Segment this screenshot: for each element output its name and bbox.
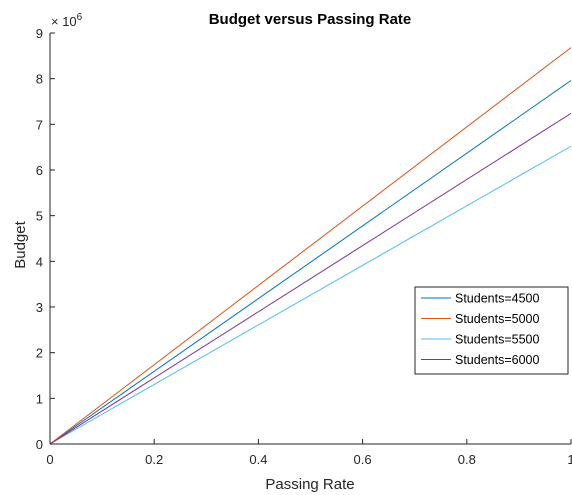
y-axis-label: Budget (12, 220, 29, 268)
series-line (49, 112, 572, 445)
x-tick-label: 0.6 (354, 452, 372, 467)
legend: Students=4500 Students=5000 Students=5500 S… (414, 286, 569, 375)
y-exponent-label: × 106 (51, 12, 83, 29)
axes-box (49, 33, 571, 445)
ticks-layer: 0 0.2 0.4 0.6 0.8 1 0 1 2 3 4 5 6 7 8 9 (36, 26, 572, 467)
x-tick-label: 1 (567, 452, 572, 467)
y-tick-label: 3 (36, 300, 43, 315)
y-exponent-power: 6 (77, 12, 83, 23)
y-tick-label: 6 (36, 163, 43, 178)
legend-label: Students=6000 (455, 353, 539, 367)
x-axis-label: Passing Rate (265, 476, 354, 493)
y-tick-label: 8 (36, 72, 43, 87)
x-tick-label: 0 (46, 452, 53, 467)
legend-label: Students=5000 (455, 312, 539, 326)
series-layer (49, 47, 572, 445)
y-tick-label: 1 (36, 391, 43, 406)
y-tick-label: 2 (36, 346, 43, 361)
x-tick-label: 0.4 (249, 452, 267, 467)
legend-label: Students=4500 (455, 292, 539, 306)
x-tick-label: 0.2 (145, 452, 163, 467)
legend-label: Students=5500 (455, 333, 539, 347)
plot-area (50, 33, 571, 444)
y-tick-label: 7 (36, 117, 43, 132)
x-tick-label: 0.8 (458, 452, 476, 467)
y-tick-label: 0 (36, 437, 43, 452)
series-line (49, 47, 572, 445)
y-exponent-base: × 10 (51, 14, 77, 29)
series-line (49, 145, 572, 445)
chart-title: Budget versus Passing Rate (209, 11, 412, 28)
y-tick-label: 9 (36, 26, 43, 41)
y-tick-label: 4 (36, 254, 43, 269)
series-line (49, 80, 572, 445)
y-tick-label: 5 (36, 209, 43, 224)
